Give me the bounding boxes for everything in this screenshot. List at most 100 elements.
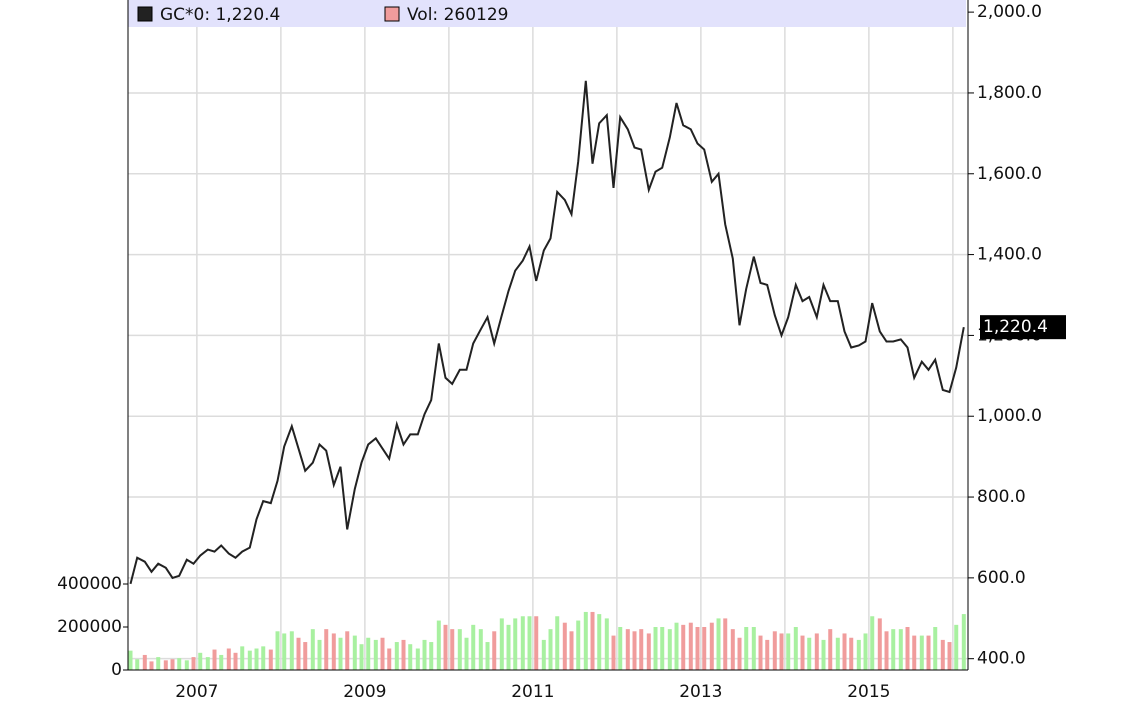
volume-bar <box>898 629 903 670</box>
volume-bar <box>877 618 882 670</box>
volume-bar <box>436 620 441 670</box>
volume-bar <box>646 633 651 670</box>
volume-bar <box>415 648 420 670</box>
volume-bar <box>702 627 707 670</box>
volume-bar <box>569 631 574 670</box>
y-tick-label: 800.0 <box>977 487 1026 507</box>
volume-bar <box>317 639 322 670</box>
volume-bar <box>282 633 287 670</box>
volume-bar <box>499 618 504 670</box>
volume-bar <box>961 614 966 670</box>
volume-bar <box>408 644 413 670</box>
volume-bar <box>240 646 245 670</box>
volume-bar <box>401 639 406 670</box>
volume-bar <box>156 657 161 670</box>
volume-bar <box>611 635 616 670</box>
volume-bar <box>387 648 392 670</box>
x-tick-label: 2015 <box>847 682 890 702</box>
volume-bar <box>905 627 910 670</box>
last-value-label: 1,220.4 <box>983 317 1048 337</box>
volume-bar <box>562 622 567 670</box>
volume-bar <box>422 639 427 670</box>
volume-bar <box>632 631 637 670</box>
y-tick-label: 0 <box>111 660 122 680</box>
volume-bar <box>198 652 203 670</box>
volume-bar <box>128 650 133 670</box>
volume-bar <box>709 622 714 670</box>
volume-bar <box>443 624 448 670</box>
volume-bar <box>618 627 623 670</box>
legend-swatch <box>384 6 400 22</box>
y-tick-label: 2,000.0 <box>977 2 1042 22</box>
volume-bar <box>933 627 938 670</box>
volume-bar <box>940 639 945 670</box>
volume-bar <box>247 650 252 670</box>
y-tick-label: 600.0 <box>977 568 1026 588</box>
volume-bar <box>429 642 434 670</box>
volume-bar <box>541 639 546 670</box>
y-tick-label: 1,000.0 <box>977 406 1042 426</box>
volume-bar <box>142 654 147 670</box>
volume-bar <box>527 616 532 670</box>
legend-band <box>128 0 966 27</box>
volume-bar <box>513 618 518 670</box>
legend-label: Vol: 260129 <box>407 5 508 25</box>
volume-bar <box>821 639 826 670</box>
volume-bar <box>842 633 847 670</box>
volume-bar <box>723 618 728 670</box>
volume-bar <box>324 629 329 670</box>
volume-bar <box>275 631 280 670</box>
y-tick-label: 400.0 <box>977 649 1026 669</box>
volume-bar <box>667 629 672 670</box>
volume-bar <box>639 629 644 670</box>
volume-bar <box>716 618 721 670</box>
volume-bar <box>380 637 385 670</box>
volume-bar <box>793 627 798 670</box>
volume-bar <box>772 631 777 670</box>
volume-bar <box>912 635 917 670</box>
volume-bar <box>485 642 490 670</box>
volume-bar <box>625 629 630 670</box>
volume-bar <box>891 629 896 670</box>
volume-bar <box>534 616 539 670</box>
volume-bar <box>359 644 364 670</box>
volume-bar <box>254 648 259 670</box>
volume-bar <box>926 635 931 670</box>
volume-bar <box>919 635 924 670</box>
y-tick-label: 1,600.0 <box>977 164 1042 184</box>
volume-bar <box>660 627 665 670</box>
volume-bar <box>590 611 595 670</box>
volume-bar <box>744 627 749 670</box>
volume-bar <box>219 654 224 670</box>
volume-bar <box>233 652 238 670</box>
volume-bar <box>681 624 686 670</box>
volume-bar <box>450 629 455 670</box>
volume-bar <box>331 633 336 670</box>
volume-bar <box>835 637 840 670</box>
volume-bar <box>464 637 469 670</box>
price-line <box>129 80 965 585</box>
volume-bar <box>800 635 805 670</box>
volume-bar <box>786 633 791 670</box>
volume-bar <box>170 659 175 670</box>
volume-bar <box>807 637 812 670</box>
volume-bar <box>674 622 679 670</box>
volume-bar <box>695 627 700 670</box>
volume-bar <box>737 637 742 670</box>
y-tick-label: 1,800.0 <box>977 83 1042 103</box>
volume-bar <box>373 639 378 670</box>
volume-bar <box>303 642 308 670</box>
volume-bar <box>191 657 196 670</box>
volume-bar <box>730 629 735 670</box>
volume-bar <box>884 631 889 670</box>
volume-bar <box>478 629 483 670</box>
volume-bar <box>583 611 588 670</box>
volume-bar <box>492 631 497 670</box>
volume-bar <box>366 637 371 670</box>
volume-bar <box>212 649 217 670</box>
volume-bar <box>471 624 476 670</box>
volume-bar <box>520 616 525 670</box>
x-tick-label: 2013 <box>679 682 722 702</box>
volume-bar <box>506 624 511 670</box>
